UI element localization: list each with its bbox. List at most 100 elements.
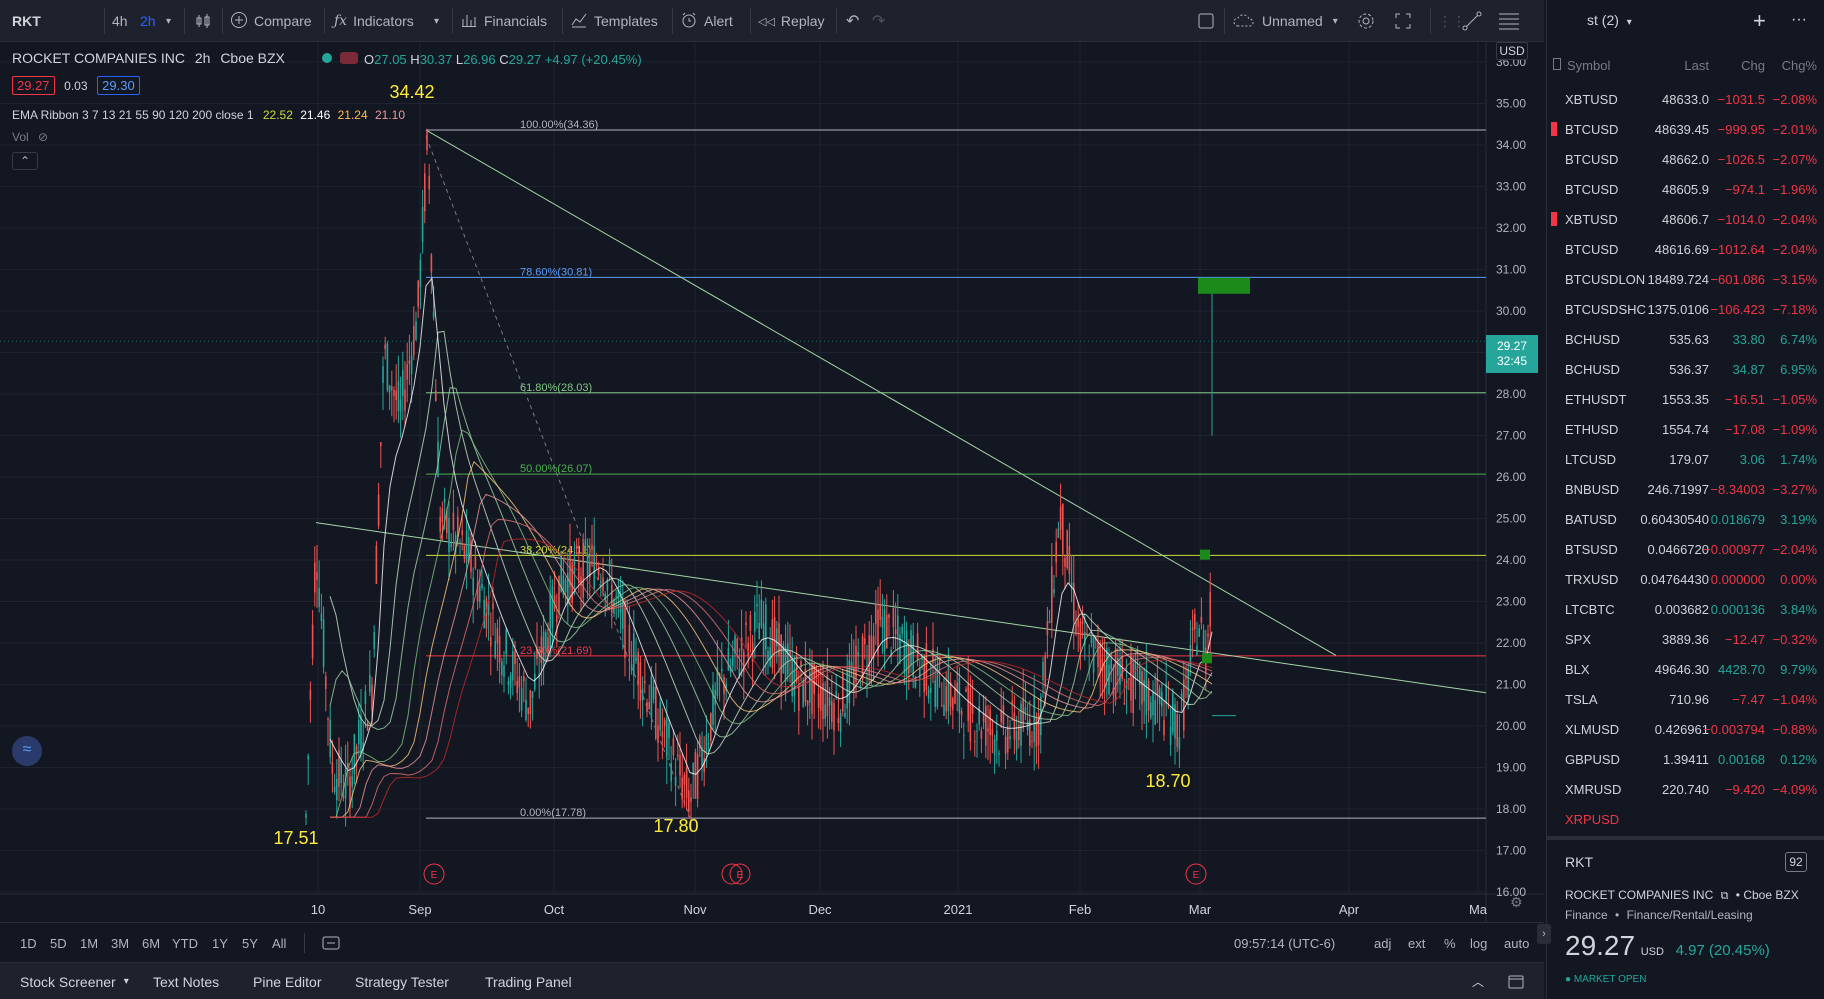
col-chg[interactable]: Chg bbox=[1741, 58, 1765, 73]
chevron-up-icon[interactable]: ︿ bbox=[1472, 975, 1485, 989]
adj-toggle[interactable]: adj bbox=[1374, 935, 1392, 951]
layout-menu[interactable]: Unnamed ▾ bbox=[1232, 0, 1338, 42]
watchlist-row[interactable]: BLX 49646.30 4428.70 9.79% bbox=[1547, 654, 1824, 684]
details-symbol[interactable]: RKT bbox=[1565, 854, 1593, 870]
clock-time[interactable]: 09:57:14 (UTC-6) bbox=[1234, 935, 1336, 951]
range-1y[interactable]: 1Y bbox=[212, 935, 228, 951]
range-1m[interactable]: 1M bbox=[80, 935, 99, 951]
expand-icon[interactable] bbox=[1394, 0, 1412, 42]
watchlist-row[interactable]: BTCUSD 48639.45 −999.95 −2.01% bbox=[1547, 114, 1824, 144]
watchlist-row[interactable]: BCHUSD 536.37 34.87 6.95% bbox=[1547, 354, 1824, 384]
watchlist-row[interactable]: BTSUSD 0.0466720 −0.000977 −2.04% bbox=[1547, 534, 1824, 564]
panel-collapse-icon[interactable]: › bbox=[1537, 924, 1551, 944]
watchlist-row[interactable]: BCHUSD 535.63 33.80 6.74% bbox=[1547, 324, 1824, 354]
watchlist-row[interactable]: XBTUSD 48606.7 −1014.0 −2.04% bbox=[1547, 204, 1824, 234]
watchlist-row[interactable]: XRPUSD bbox=[1547, 804, 1824, 834]
interval-4h[interactable]: 4h bbox=[112, 13, 128, 29]
external-link-icon[interactable]: ⧉ bbox=[1720, 890, 1729, 902]
tab-trading-panel[interactable]: Trading Panel bbox=[485, 973, 572, 990]
range-all[interactable]: All bbox=[272, 935, 287, 951]
interval-2h[interactable]: 2h bbox=[140, 13, 156, 29]
watchlist-row[interactable]: BTCUSD 48605.9 −974.1 −1.96% bbox=[1547, 174, 1824, 204]
tab-pine-editor[interactable]: Pine Editor bbox=[253, 973, 322, 990]
price-chart-svg[interactable]: 36.0035.0034.0033.0032.0031.0030.0029.00… bbox=[0, 42, 1544, 922]
undo-icon[interactable]: ↶ bbox=[846, 13, 860, 30]
range-1d[interactable]: 1D bbox=[20, 935, 37, 951]
symbol-search[interactable]: RKT bbox=[12, 13, 41, 29]
watchlist-row[interactable]: LTCBTC 0.003682 0.000136 3.84% bbox=[1547, 594, 1824, 624]
ext-toggle[interactable]: ext bbox=[1408, 935, 1426, 951]
templates-button[interactable]: Templates bbox=[570, 0, 658, 42]
chevron-down-icon[interactable]: ▾ bbox=[434, 15, 440, 27]
range-5y[interactable]: 5Y bbox=[242, 935, 258, 951]
watchlist-row[interactable]: TSLA 710.96 −7.47 −1.04% bbox=[1547, 684, 1824, 714]
watchlist-row[interactable]: XMRUSD 220.740 −9.420 −4.09% bbox=[1547, 774, 1824, 804]
tab-stock-screener[interactable]: Stock Screener ▾ bbox=[20, 963, 129, 999]
compare-button[interactable]: Compare bbox=[230, 0, 312, 42]
redo-icon[interactable]: ↷ bbox=[872, 13, 886, 30]
flag-icon[interactable] bbox=[1551, 212, 1557, 226]
col-last[interactable]: Last bbox=[1684, 58, 1709, 73]
candle-body bbox=[1165, 683, 1167, 705]
candle-body bbox=[531, 691, 534, 698]
alert-button[interactable]: Alert bbox=[680, 0, 733, 42]
logo-icon[interactable]: ≈ bbox=[12, 736, 42, 766]
chevron-down-icon[interactable]: ▾ bbox=[166, 15, 172, 27]
watchlist-row[interactable]: ETHUSD 1554.74 −17.08 −1.09% bbox=[1547, 414, 1824, 444]
axis-settings-icon[interactable]: ⚙ bbox=[1510, 894, 1523, 910]
row-chg: −1012.64 bbox=[1710, 242, 1765, 257]
bar-style-icon[interactable] bbox=[194, 0, 212, 42]
flag-icon[interactable] bbox=[1551, 122, 1557, 136]
watchlist-row[interactable]: BATUSD 0.60430540 0.018679 3.19% bbox=[1547, 504, 1824, 534]
details-industry[interactable]: Finance/Rental/Leasing bbox=[1626, 908, 1753, 922]
maximize-icon[interactable] bbox=[1508, 963, 1524, 999]
range-ytd[interactable]: YTD bbox=[172, 935, 198, 951]
tab-strategy-tester[interactable]: Strategy Tester bbox=[355, 973, 449, 990]
hidden-eye-icon[interactable]: ⊘ bbox=[38, 130, 49, 144]
go-to-date-icon[interactable] bbox=[322, 923, 340, 963]
auto-toggle[interactable]: auto bbox=[1504, 935, 1530, 951]
watchlist-row[interactable]: BTCUSDLON 18489.724 −601.086 −3.15% bbox=[1547, 264, 1824, 294]
watchlist-row[interactable]: TRXUSD 0.04764430 0.000000 0.00% bbox=[1547, 564, 1824, 594]
col-chg-pct[interactable]: Chg% bbox=[1781, 58, 1817, 73]
details-sector[interactable]: Finance bbox=[1565, 908, 1608, 922]
volume-legend[interactable]: Vol ⊘ bbox=[12, 130, 48, 144]
chart-area[interactable]: 36.0035.0034.0033.0032.0031.0030.0029.00… bbox=[0, 42, 1544, 922]
add-symbol-icon[interactable]: + bbox=[1753, 8, 1766, 33]
tab-text-notes[interactable]: Text Notes bbox=[153, 973, 220, 990]
replay-button[interactable]: ◁◁ Replay bbox=[758, 0, 825, 42]
bid-pill[interactable]: 29.27 bbox=[12, 76, 55, 95]
gear-icon[interactable] bbox=[1356, 0, 1376, 42]
watchlist-row[interactable]: GBPUSD 1.39411 0.00168 0.12% bbox=[1547, 744, 1824, 774]
watchlist-row[interactable]: BTCUSD 48616.69 −1012.64 −2.04% bbox=[1547, 234, 1824, 264]
watchlist-row[interactable]: LTCUSD 179.07 3.06 1.74% bbox=[1547, 444, 1824, 474]
watchlist-row[interactable]: XLMUSD 0.426961 −0.003794 −0.88% bbox=[1547, 714, 1824, 744]
drag-handle-icon[interactable]: ⋮⋮ bbox=[1438, 12, 1466, 29]
watchlist-row[interactable]: XBTUSD 48633.0 −1031.5 −2.08% bbox=[1547, 84, 1824, 114]
ask-pill[interactable]: 29.30 bbox=[97, 76, 140, 95]
watchlist-title[interactable]: st (2) ▾ bbox=[1587, 12, 1632, 28]
financials-button[interactable]: Financials bbox=[460, 0, 547, 42]
col-symbol[interactable]: Symbol bbox=[1567, 58, 1611, 73]
range-3m[interactable]: 3M bbox=[111, 935, 130, 951]
range-6m[interactable]: 6M bbox=[142, 935, 161, 951]
watchlist-row[interactable]: BTCUSD 48662.0 −1026.5 −2.07% bbox=[1547, 144, 1824, 174]
log-toggle[interactable]: log bbox=[1470, 935, 1488, 951]
watchlist-row[interactable]: BNBUSD 246.71997 −8.34003 −3.27% bbox=[1547, 474, 1824, 504]
details-badge[interactable]: 92 bbox=[1785, 852, 1807, 872]
range-5d[interactable]: 5D bbox=[50, 935, 67, 951]
select-all-checkbox[interactable] bbox=[1553, 58, 1561, 70]
ema-ribbon-legend[interactable]: EMA Ribbon 3 7 13 21 55 90 120 200 close… bbox=[12, 108, 405, 122]
more-options-icon[interactable]: ··· bbox=[1791, 11, 1807, 28]
collapse-legend-button[interactable]: ⌃ bbox=[12, 152, 38, 170]
fib-levels-icon[interactable] bbox=[1498, 0, 1520, 42]
legend-status-icons[interactable] bbox=[322, 51, 358, 66]
trend-line-icon[interactable] bbox=[1462, 0, 1482, 42]
watchlist-row[interactable]: ETHUSDT 1553.35 −16.51 −1.05% bbox=[1547, 384, 1824, 414]
percent-toggle[interactable]: % bbox=[1444, 935, 1456, 951]
watchlist-row[interactable]: SPX 3889.36 −12.47 −0.32% bbox=[1547, 624, 1824, 654]
currency-label[interactable]: USD bbox=[1496, 42, 1528, 60]
fullscreen-square-icon[interactable] bbox=[1196, 0, 1216, 42]
watchlist-row[interactable]: BTCUSDSHC 1375.0106 −106.423 −7.18% bbox=[1547, 294, 1824, 324]
indicators-button[interactable]: ƒx Indicators bbox=[334, 0, 414, 42]
